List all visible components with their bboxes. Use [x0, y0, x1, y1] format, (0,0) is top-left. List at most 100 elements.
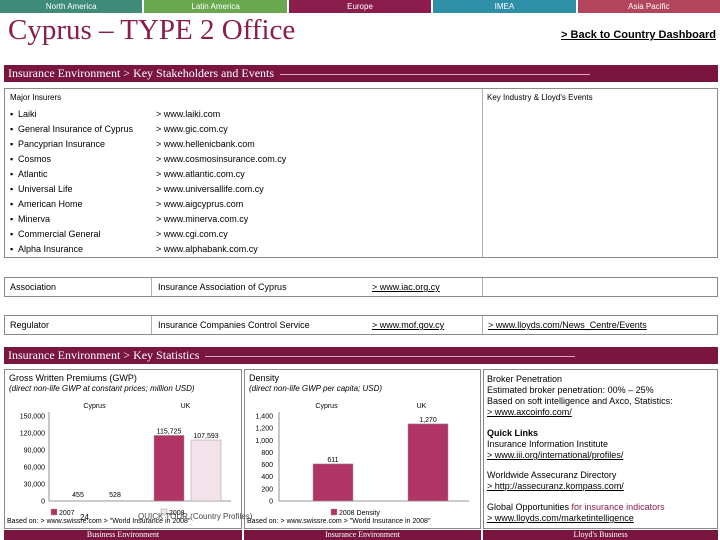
region-tabs: North America Latin America Europe IMEA …: [0, 0, 720, 13]
footer-business-environment[interactable]: Business Environment: [4, 530, 242, 540]
section-statistics-header: Insurance Environment > Key Statistics: [4, 347, 718, 364]
quick-tour-link[interactable]: QUICK TOUR (Country Profiles): [138, 512, 253, 521]
gwp-chart: 0 30,000 60,000 90,000 120,000 150,000 Cyprus 4…: [20, 403, 231, 517]
data-label: 455: [72, 492, 84, 499]
broker-basis-text: Based on soft intelligence and Axco, Sta…: [487, 396, 673, 406]
density-title: Density: [249, 373, 280, 383]
footer-insurance-environment[interactable]: Insurance Environment: [244, 530, 481, 540]
iii-name: Insurance Information Institute: [487, 439, 609, 449]
regulator-link[interactable]: > www.mof.gov.cy: [372, 320, 445, 330]
insurer-name: Atlantic: [18, 169, 48, 179]
legend-swatch: [160, 508, 168, 516]
insurer-item: ▪ Cosmos > www.cosmosinsurance.com.cy: [10, 152, 286, 167]
data-label: 1,270: [419, 417, 437, 424]
tab-asia-pacific[interactable]: Asia Pacific: [577, 0, 720, 13]
y-tick-label: 200: [261, 486, 273, 493]
page-title: Cyprus – TYPE 2 Office: [8, 14, 296, 46]
insurer-item: ▪ Universal Life > www.universallife.com.c…: [10, 182, 286, 197]
insurer-link[interactable]: > www.cgi.com.cy: [156, 229, 228, 239]
category-label: Cyprus: [315, 403, 338, 410]
insurer-item: ▪ Pancyprian Insurance > www.hellenicbank.…: [10, 137, 286, 152]
bar: [153, 435, 185, 502]
association-link[interactable]: > www.iac.org.cy: [372, 282, 440, 292]
y-tick-label: 1,200: [255, 426, 273, 433]
density-subtitle: (direct non-life GWP per capita; USD): [249, 384, 383, 393]
bullet-icon: ▪: [10, 244, 14, 254]
legend-label: 2008 Density: [339, 510, 380, 517]
bullet-icon: ▪: [10, 184, 14, 194]
insurer-name: Cosmos: [18, 154, 52, 164]
insurer-link[interactable]: > www.hellenicbank.com: [156, 139, 255, 149]
insurer-name: Alpha Insurance: [18, 244, 84, 254]
category-label: Cyprus: [83, 403, 106, 410]
bullet-icon: ▪: [10, 169, 14, 179]
tab-north-america[interactable]: North America: [0, 0, 145, 13]
density-panel: Density (direct non-life GWP per capita;…: [244, 369, 481, 529]
section-stakeholders-header: Insurance Environment > Key Stakeholders…: [4, 65, 718, 82]
y-tick-label: 1,000: [255, 438, 273, 445]
y-tick-label: 400: [261, 474, 273, 481]
insurer-item: ▪ Alpha Insurance > www.alphabank.com.cy: [10, 242, 286, 257]
section-stakeholders-title: Insurance Environment > Key Stakeholders…: [8, 66, 275, 80]
insurer-item: ▪ General Insurance of Cyprus > www.gic.co…: [10, 122, 286, 137]
data-label: 611: [327, 457, 338, 464]
gwp-panel: Gross Written Premiums (GWP) (direct non…: [4, 369, 242, 529]
lloyds-events-link[interactable]: > www.lloyds.com/News_Centre/Events: [488, 320, 647, 330]
footer-lloyds-business[interactable]: Lloyd's Business: [483, 530, 718, 540]
category-label: UK: [181, 403, 191, 410]
insurer-link[interactable]: > www.universallife.com.cy: [156, 184, 264, 194]
insurer-link[interactable]: > www.laiki.com: [156, 109, 221, 119]
insurer-link[interactable]: > www.cosmosinsurance.com.cy: [156, 154, 287, 164]
tab-imea[interactable]: IMEA: [433, 0, 578, 13]
legend-label: 2007: [59, 510, 75, 517]
data-label: 115,725: [157, 428, 182, 435]
insurer-item: ▪ Atlantic > www.atlantic.com.cy: [10, 167, 286, 182]
y-tick-label: 800: [261, 450, 273, 457]
bullet-icon: ▪: [10, 214, 14, 224]
insurer-link[interactable]: > www.atlantic.com.cy: [156, 169, 245, 179]
divider: [151, 278, 152, 296]
insurer-link[interactable]: > www.minerva.com.cy: [156, 214, 249, 224]
insurer-item: ▪ Commercial General > www.cgi.com.cy: [10, 227, 286, 242]
density-chart: 0 200 400 600 800 1,000 1,200 1,400 Cyprus 611 UK 1…: [255, 403, 469, 517]
gwp-title: Gross Written Premiums (GWP): [9, 373, 137, 383]
insurer-item: ▪ American Home > www.aigcyprus.com: [10, 197, 286, 212]
y-tick-label: 0: [41, 499, 45, 506]
bullet-icon: ▪: [10, 124, 14, 134]
bullet-icon: ▪: [10, 199, 14, 209]
market-intelligence-link[interactable]: > www.lloyds.com/marketintelligence: [487, 513, 634, 523]
axco-link[interactable]: > www.axcoinfo.com/: [487, 407, 572, 417]
tab-europe[interactable]: Europe: [288, 0, 434, 13]
tab-latin-america[interactable]: Latin America: [144, 0, 289, 13]
y-tick-label: 1,400: [255, 414, 273, 421]
bar: [99, 500, 131, 502]
iii-link[interactable]: > www.iii.org/international/profiles/: [487, 450, 624, 460]
divider: [482, 316, 483, 334]
insurer-link[interactable]: > www.gic.com.cy: [156, 124, 228, 134]
global-opportunities-text: Global Opportunities for insurance indic…: [487, 502, 665, 513]
divider: [482, 278, 483, 296]
insurer-link[interactable]: > www.alphabank.com.cy: [156, 244, 258, 254]
insurers-list: ▪ Laiki > www.laiki.com ▪ General Insurance …: [10, 107, 286, 257]
insurer-name: Pancyprian Insurance: [18, 139, 106, 149]
category-label: UK: [417, 403, 427, 410]
regulator-row: Regulator Insurance Companies Control Se…: [4, 315, 718, 335]
key-events-heading: Key Industry & Lloyd's Events: [487, 93, 593, 102]
bullet-icon: ▪: [10, 154, 14, 164]
legend-label: 2008: [169, 510, 185, 517]
insurance-indicators-label: for insurance indicators: [569, 502, 665, 512]
global-opportunities-label: Global Opportunities: [487, 502, 570, 512]
back-to-dashboard-link[interactable]: > Back to Country Dashboard: [561, 29, 716, 41]
data-label: 107,593: [193, 433, 218, 440]
legend-swatch: [330, 508, 338, 516]
legend-swatch: [50, 508, 58, 516]
broker-panel: Broker Penetration Estimated broker pene…: [483, 369, 718, 529]
regulator-label: Regulator: [10, 320, 50, 330]
association-name: Insurance Association of Cyprus: [158, 282, 287, 292]
wad-link[interactable]: > http://assecuranz.kompass.com/: [487, 481, 624, 491]
bar: [312, 463, 354, 502]
insurer-name: Laiki: [18, 109, 37, 119]
wad-name: Worldwide Assecuranz Directory: [487, 470, 617, 480]
bullet-icon: ▪: [10, 109, 14, 119]
insurer-link[interactable]: > www.aigcyprus.com: [156, 199, 244, 209]
